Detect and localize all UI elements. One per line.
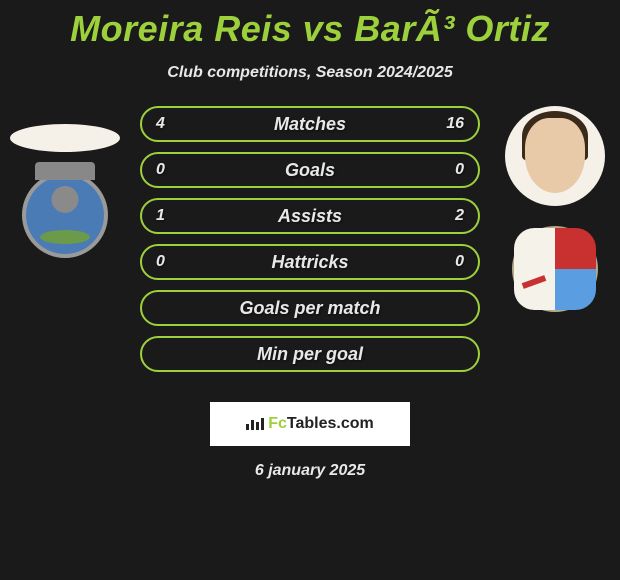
stat-label: Goals xyxy=(285,160,335,181)
club-badge-right xyxy=(512,226,598,312)
stat-row-goals: 0 Goals 0 xyxy=(140,152,480,188)
stat-label: Min per goal xyxy=(257,344,363,365)
brand-text: FcTables.com xyxy=(268,415,374,433)
stats-list: 4 Matches 16 0 Goals 0 1 Assists 2 0 Hat… xyxy=(140,106,480,382)
stat-label: Matches xyxy=(274,114,346,135)
stat-right-value: 0 xyxy=(455,161,464,179)
stat-label: Hattricks xyxy=(271,252,348,273)
subtitle: Club competitions, Season 2024/2025 xyxy=(0,64,620,82)
stat-left-value: 4 xyxy=(156,115,165,133)
stat-label: Assists xyxy=(278,206,342,227)
stat-row-matches: 4 Matches 16 xyxy=(140,106,480,142)
stat-right-value: 2 xyxy=(455,207,464,225)
stat-right-value: 0 xyxy=(455,253,464,271)
stat-row-mpg: Min per goal xyxy=(140,336,480,372)
stat-left-value: 0 xyxy=(156,161,165,179)
stat-label: Goals per match xyxy=(239,298,380,319)
player-right-avatar xyxy=(505,106,605,206)
date-label: 6 january 2025 xyxy=(0,462,620,480)
page-title: Moreira Reis vs BarÃ³ Ortiz xyxy=(0,8,620,50)
left-player-col xyxy=(10,106,120,258)
stats-area: 4 Matches 16 0 Goals 0 1 Assists 2 0 Hat… xyxy=(0,106,620,396)
club-badge-left xyxy=(22,172,108,258)
stat-row-hattricks: 0 Hattricks 0 xyxy=(140,244,480,280)
bar-chart-icon xyxy=(246,416,264,433)
stat-left-value: 0 xyxy=(156,253,165,271)
brand-badge: FcTables.com xyxy=(210,402,410,446)
right-player-col xyxy=(500,106,610,312)
player-left-avatar xyxy=(10,124,120,152)
stat-row-gpm: Goals per match xyxy=(140,290,480,326)
stat-left-value: 1 xyxy=(156,207,165,225)
stat-row-assists: 1 Assists 2 xyxy=(140,198,480,234)
comparison-card: Moreira Reis vs BarÃ³ Ortiz Club competi… xyxy=(0,0,620,580)
stat-right-value: 16 xyxy=(446,115,464,133)
